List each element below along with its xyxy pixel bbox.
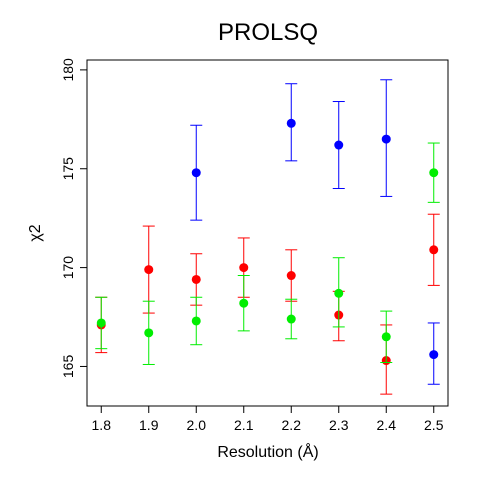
data-point xyxy=(191,316,201,326)
series-1 xyxy=(95,213,440,395)
data-point xyxy=(334,140,344,150)
plot-frame xyxy=(86,59,449,407)
data-point xyxy=(429,350,439,360)
y-tick-label: 170 xyxy=(60,256,76,280)
y-tick-label: 180 xyxy=(60,58,76,82)
data-point xyxy=(286,314,296,324)
x-tick-label: 1.9 xyxy=(139,417,159,433)
data-point xyxy=(144,328,154,338)
data-point xyxy=(96,318,106,328)
x-tick-label: 2.4 xyxy=(377,417,397,433)
data-point xyxy=(191,274,201,284)
data-point xyxy=(286,271,296,281)
data-point xyxy=(144,265,154,275)
series-0 xyxy=(190,79,440,385)
data-point xyxy=(286,118,296,128)
data-point xyxy=(429,245,439,255)
data-point xyxy=(381,134,391,144)
series-2 xyxy=(95,142,440,365)
x-tick-label: 2.2 xyxy=(282,417,302,433)
data-marks xyxy=(95,79,440,395)
axes: 1.8 1.9 2.0 2.1 2.2 2.3 2.4 2.5 165 170 175 180 xyxy=(60,58,444,433)
data-point xyxy=(239,298,249,308)
x-axis-label: Resolution (Å) xyxy=(217,442,318,461)
chart-title: PROLSQ xyxy=(218,19,318,46)
x-tick-label: 2.5 xyxy=(424,417,444,433)
x-tick-label: 2.0 xyxy=(187,417,207,433)
data-point xyxy=(334,288,344,298)
y-tick-label: 165 xyxy=(60,355,76,379)
data-point xyxy=(191,168,201,178)
y-axis-label: χ2 xyxy=(27,224,44,241)
x-tick-label: 1.8 xyxy=(92,417,112,433)
y-tick-label: 175 xyxy=(60,157,76,181)
x-tick-label: 2.3 xyxy=(329,417,349,433)
data-point xyxy=(239,263,249,273)
data-point xyxy=(381,332,391,342)
x-tick-label: 2.1 xyxy=(234,417,254,433)
data-point xyxy=(429,168,439,178)
